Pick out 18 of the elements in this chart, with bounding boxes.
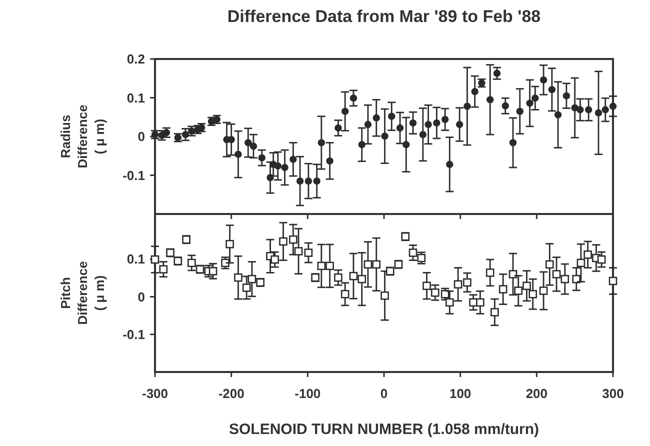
chart-title: Difference Data from Mar '89 to Feb '88 <box>227 7 541 26</box>
y-tick-label: 0.1 <box>126 90 145 106</box>
x-tick-label: -300 <box>142 386 168 401</box>
x-tick-label: 200 <box>526 386 548 401</box>
y-tick-label: 0.1 <box>126 252 145 267</box>
y-tick-label: -0.1 <box>122 326 145 342</box>
x-tick-label: -200 <box>218 386 244 401</box>
x-tick-label: 0 <box>380 386 388 401</box>
y-tick-label: -0.1 <box>122 168 145 183</box>
x-tick-label: 300 <box>602 386 624 401</box>
y-axis-title: Pitch Difference ( μ m) <box>58 261 107 325</box>
y-tick-label: 0.2 <box>126 52 145 67</box>
x-axis-title: SOLENOID TURN NUMBER (1.058 mm/turn) <box>228 421 540 438</box>
x-tick-label: 100 <box>449 386 472 401</box>
y-tick-label: 0 <box>138 289 145 304</box>
y-axis-title: Radius Difference ( μ m) <box>58 104 107 168</box>
x-tick-label: -100 <box>294 386 321 401</box>
y-tick-label: 0 <box>138 129 145 144</box>
